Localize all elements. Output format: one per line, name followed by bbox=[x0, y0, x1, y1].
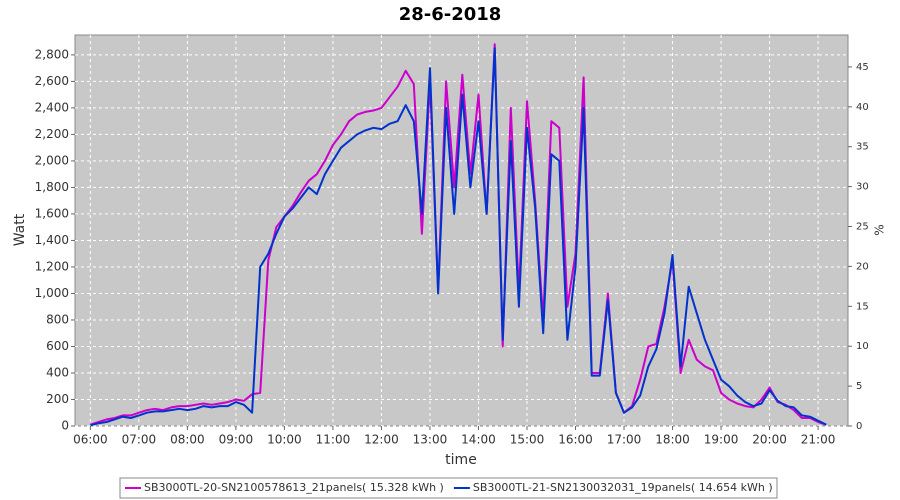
x-tick-label: 07:00 bbox=[122, 433, 157, 447]
y2-tick-label: 0 bbox=[856, 421, 862, 432]
y-tick-label: 2,800 bbox=[35, 47, 69, 61]
legend-label: SB3000TL-20-SN2100578613_21panels( 15.32… bbox=[144, 481, 444, 494]
series-line bbox=[90, 47, 827, 427]
y2-tick-label: 25 bbox=[856, 222, 869, 233]
y-tick-label: 2,000 bbox=[35, 153, 69, 167]
y2-tick-label: 45 bbox=[856, 62, 869, 73]
y2-tick-label: 5 bbox=[856, 381, 862, 392]
legend bbox=[119, 477, 778, 499]
x-tick-label: 21:00 bbox=[801, 433, 836, 447]
x-tick-label: 19:00 bbox=[704, 433, 739, 447]
y-tick-label: 2,400 bbox=[35, 100, 69, 114]
x-tick-label: 12:00 bbox=[364, 433, 399, 447]
y-tick-label: 800 bbox=[46, 312, 69, 326]
y-tick-label: 400 bbox=[46, 365, 69, 379]
series-line bbox=[90, 43, 827, 426]
x-tick-label: 06:00 bbox=[73, 433, 108, 447]
y-tick-label: 0 bbox=[61, 419, 69, 433]
y-tick-label: 200 bbox=[46, 392, 69, 406]
y2-tick-label: 10 bbox=[856, 341, 869, 352]
x-tick-label: 13:00 bbox=[413, 433, 448, 447]
y2-tick-label: 15 bbox=[856, 301, 869, 312]
y-tick-label: 1,800 bbox=[35, 180, 69, 194]
y2-tick-label: 40 bbox=[856, 102, 869, 113]
y-tick-label: 600 bbox=[46, 339, 69, 353]
x-tick-label: 09:00 bbox=[219, 433, 254, 447]
x-tick-label: 18:00 bbox=[655, 433, 690, 447]
x-tick-label: 14:00 bbox=[461, 433, 496, 447]
y2-tick-label: 35 bbox=[856, 142, 869, 153]
y-tick-label: 1,600 bbox=[35, 206, 69, 220]
y2-tick-label: 30 bbox=[856, 182, 869, 193]
x-axis-label: time bbox=[445, 452, 477, 468]
y-tick-label: 1,400 bbox=[35, 233, 69, 247]
x-tick-label: 15:00 bbox=[510, 433, 545, 447]
x-tick-label: 10:00 bbox=[267, 433, 302, 447]
x-tick-label: 20:00 bbox=[752, 433, 787, 447]
y-tick-label: 1,000 bbox=[35, 286, 69, 300]
x-tick-label: 16:00 bbox=[558, 433, 593, 447]
x-tick-label: 17:00 bbox=[607, 433, 642, 447]
x-tick-label: 08:00 bbox=[170, 433, 205, 447]
y-tick-label: 1,200 bbox=[35, 259, 69, 273]
x-tick-label: 11:00 bbox=[316, 433, 351, 447]
y-tick-label: 2,600 bbox=[35, 74, 69, 88]
y-axis-label: Watt bbox=[12, 213, 28, 246]
chart-title: 28-6-2018 bbox=[399, 4, 502, 25]
y-tick-label: 2,200 bbox=[35, 127, 69, 141]
y2-axis-label: % bbox=[873, 224, 887, 235]
y2-tick-label: 20 bbox=[856, 261, 869, 272]
legend-label: SB3000TL-21-SN2130032031_19panels( 14.65… bbox=[473, 481, 773, 494]
